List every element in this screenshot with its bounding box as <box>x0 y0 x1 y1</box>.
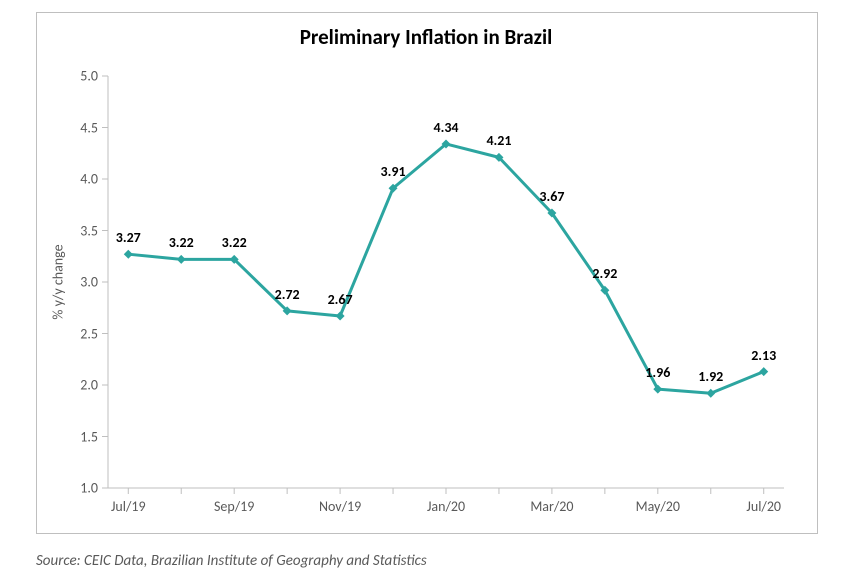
data-label: 1.96 <box>645 364 670 381</box>
y-tick-label: 3.5 <box>80 222 98 239</box>
data-label: 3.67 <box>539 188 564 205</box>
y-axis-label: % y/y change <box>50 244 67 319</box>
x-tick-label: May/20 <box>636 498 680 515</box>
data-label: 1.92 <box>698 368 723 385</box>
data-marker <box>759 367 768 376</box>
y-tick-label: 1.5 <box>80 428 98 445</box>
x-tick-label: Nov/19 <box>319 498 361 515</box>
y-tick-label: 2.0 <box>80 377 98 394</box>
data-label: 2.67 <box>328 291 353 308</box>
x-tick-label: Sep/19 <box>214 498 254 515</box>
data-label: 3.91 <box>381 163 406 180</box>
x-tick-label: Mar/20 <box>530 498 573 515</box>
data-marker <box>336 311 345 320</box>
source-text: Source: CEIC Data, Brazilian Institute o… <box>36 552 427 570</box>
data-marker <box>124 250 133 259</box>
data-label: 4.34 <box>433 119 458 136</box>
data-label: 3.22 <box>222 234 247 251</box>
data-label: 4.21 <box>486 132 511 149</box>
data-label: 2.13 <box>751 347 776 364</box>
data-label: 2.92 <box>592 265 617 282</box>
plot-area <box>108 76 784 488</box>
y-tick-label: 4.5 <box>80 119 98 136</box>
data-label: 2.72 <box>275 286 300 303</box>
data-label: 3.22 <box>169 234 194 251</box>
x-tick-label: Jul/20 <box>746 498 781 515</box>
x-tick-label: Jan/20 <box>427 498 465 515</box>
data-marker <box>706 389 715 398</box>
y-tick-label: 4.0 <box>80 171 98 188</box>
chart-title: Preliminary Inflation in Brazil <box>36 24 816 50</box>
y-tick-label: 1.0 <box>80 480 98 497</box>
y-tick-label: 2.5 <box>80 325 98 342</box>
data-marker <box>177 255 186 264</box>
inflation-line <box>128 144 763 393</box>
x-tick-label: Jul/19 <box>111 498 146 515</box>
y-tick-label: 3.0 <box>80 274 98 291</box>
y-tick-label: 5.0 <box>80 68 98 85</box>
data-label: 3.27 <box>116 229 141 246</box>
